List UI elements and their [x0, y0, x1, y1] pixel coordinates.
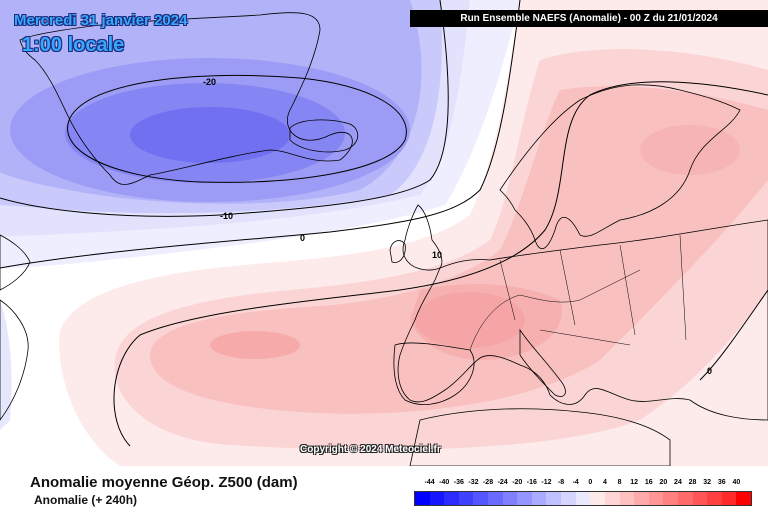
scale-tick-label: -24 [497, 479, 508, 486]
scandinavia-outline [499, 84, 741, 250]
scale-swatch [721, 492, 737, 505]
scale-tick-label: -4 [572, 479, 579, 486]
anomaly-map: -20 -10 0 10 0 [0, 0, 768, 467]
scale-swatch [663, 492, 678, 505]
scale-tick-label: 32 [703, 479, 712, 486]
scale-swatch [517, 492, 532, 505]
contour-label-minus10: -10 [220, 211, 233, 221]
contour-zero-east [699, 289, 768, 381]
italy-outline [519, 328, 566, 397]
iceland-outline [289, 119, 359, 153]
scale-swatch [736, 492, 752, 505]
contour-label-zero-west: 0 [300, 233, 305, 243]
scale-swatch [415, 492, 430, 505]
canada-outline [0, 234, 31, 291]
scale-tick-label: 0 [588, 479, 593, 486]
north-america-outline [0, 299, 29, 421]
scale-swatch [575, 492, 591, 505]
scale-tick-label: 36 [717, 479, 726, 486]
scale-tick-label: 20 [659, 479, 668, 486]
scale-tick-label: -32 [468, 479, 479, 486]
contour-zero [0, 0, 521, 269]
scale-swatch [531, 492, 547, 505]
scale-tick-label: 8 [617, 479, 622, 486]
scale-swatch [444, 492, 459, 505]
product-title: Anomalie moyenne Géop. Z500 (dam) [30, 474, 298, 491]
scale-tick-label: -44 [424, 479, 435, 486]
forecast-date: Mercredi 31 janvier 2024 [14, 12, 188, 29]
scale-tick-label: -20 [512, 479, 523, 486]
contour-minus20 [67, 74, 407, 183]
positive-anomaly-area [59, 0, 768, 466]
scale-swatch [429, 492, 445, 505]
scale-tick-label: 40 [732, 479, 741, 486]
scale-tick-label: -8 [557, 479, 565, 486]
negative-anomaly-area [0, 0, 520, 430]
scale-tick-label: 4 [602, 479, 607, 486]
color-scale-bar [414, 491, 752, 506]
scale-tick-label: 16 [644, 479, 653, 486]
contour-lines [0, 0, 768, 447]
scale-swatch [488, 492, 503, 505]
scale-swatch [604, 492, 620, 505]
contour-label-plus10: 10 [432, 250, 442, 260]
run-info-banner: Run Ensemble NAEFS (Anomalie) - 00 Z du … [410, 10, 768, 27]
scale-tick-label: -12 [541, 479, 552, 486]
scale-swatch [648, 492, 664, 505]
europe-outline [397, 219, 768, 421]
contour-label-zero-east: 0 [707, 366, 712, 376]
scale-swatch [677, 492, 693, 505]
scale-swatch [619, 492, 635, 505]
scale-swatch [692, 492, 708, 505]
contour-plus10 [113, 81, 768, 447]
scale-tick-label: 12 [630, 479, 639, 486]
scale-tick-label: -16 [526, 479, 537, 486]
scale-swatch [458, 492, 474, 505]
color-scale-labels: -44 -40 -36 -32 -28 -24 -20 -16 -12 -8 -4 0 4 8 12 16 20… [414, 479, 754, 489]
scale-tick-label: -36 [453, 479, 464, 486]
scale-tick-label: -28 [482, 479, 494, 486]
copyright-notice: Copyright © 2024 Meteociel.fr [300, 444, 441, 455]
contour-label-minus20: -20 [203, 77, 216, 87]
iberia-outline [393, 342, 475, 405]
scale-swatch [590, 492, 605, 505]
north-africa-outline [409, 408, 671, 467]
forecast-time: 1:00 locale [22, 34, 125, 56]
coastlines [0, 12, 768, 467]
scale-swatch [634, 492, 649, 505]
product-subtitle: Anomalie (+ 240h) [34, 493, 138, 507]
ireland-outline [389, 240, 406, 263]
scale-swatch [561, 492, 576, 505]
country-borders [469, 234, 687, 351]
scale-tick-label: 28 [688, 479, 697, 486]
scale-swatch [546, 492, 562, 505]
contour-minus10 [0, 0, 449, 217]
scale-swatch [707, 492, 722, 505]
scale-tick-label: -40 [439, 479, 450, 486]
scale-tick-label: 24 [674, 479, 682, 486]
map-canvas: -20 -10 0 10 0 [0, 0, 768, 467]
scale-swatch [473, 492, 489, 505]
greenland-outline [19, 12, 353, 185]
scale-swatch [502, 492, 518, 505]
uk-outline [402, 204, 443, 271]
